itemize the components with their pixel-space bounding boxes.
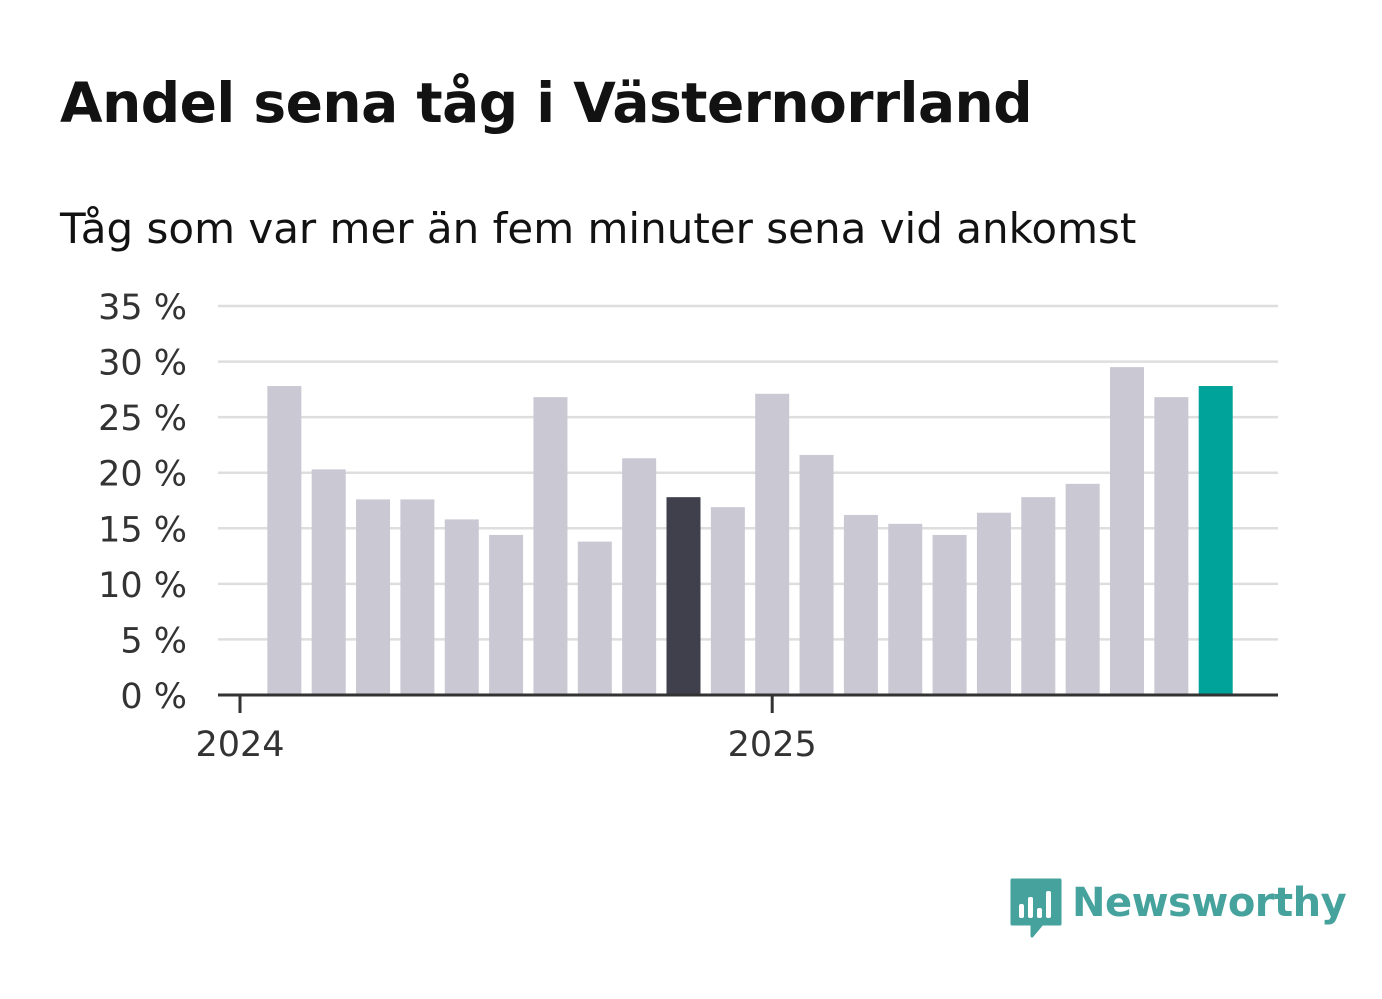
- bar: [622, 458, 657, 695]
- bar: [267, 386, 302, 695]
- bar: [577, 541, 612, 695]
- bar: [1198, 386, 1233, 695]
- bar-chart: 0 % 5 % 10 % 15 % 20 % 25 % 30 % 35 % 2024 2025: [98, 288, 1278, 765]
- grid-lines: [218, 304, 1278, 641]
- y-tick-label: 5 %: [120, 621, 187, 661]
- bar: [932, 534, 967, 695]
- bar: [444, 519, 479, 695]
- bar: [1110, 367, 1144, 695]
- y-tick-label: 25 %: [98, 399, 187, 439]
- newsworthy-logo-text: Newsworthy: [1072, 880, 1347, 926]
- y-tick-label: 30 %: [98, 344, 187, 384]
- bar: [356, 499, 391, 695]
- bar: [400, 499, 435, 695]
- newsworthy-logo: Newsworthy: [1010, 878, 1347, 940]
- bar: [666, 497, 701, 695]
- y-tick-label: 0 %: [120, 677, 187, 717]
- bar: [1065, 483, 1100, 695]
- newsworthy-logo-icon: [1010, 878, 1062, 938]
- bar: [533, 397, 568, 695]
- chart-subtitle: Tåg som var mer än fem minuter sena vid …: [60, 204, 1137, 253]
- bar: [755, 393, 790, 695]
- bar: [799, 454, 834, 695]
- bar: [489, 534, 524, 695]
- y-tick-label: 15 %: [98, 510, 187, 550]
- bar: [1154, 397, 1189, 695]
- chart-title: Andel sena tåg i Västernorrland: [60, 71, 1033, 135]
- bar: [888, 523, 923, 695]
- y-tick-label: 10 %: [98, 566, 187, 606]
- y-tick-label: 35 %: [98, 288, 187, 328]
- bar: [976, 512, 1011, 695]
- bar: [710, 507, 745, 695]
- x-tick-label: 2024: [195, 725, 284, 765]
- x-tick-labels: 2024 2025: [195, 725, 816, 765]
- x-axis: [218, 693, 1278, 713]
- y-tick-labels: 0 % 5 % 10 % 15 % 20 % 25 % 30 % 35 %: [98, 288, 187, 717]
- x-tick-label: 2025: [728, 725, 817, 765]
- bar: [311, 469, 346, 695]
- bar: [843, 514, 878, 695]
- y-tick-label: 20 %: [98, 455, 187, 495]
- bars: [267, 367, 1233, 695]
- bar: [1021, 497, 1056, 695]
